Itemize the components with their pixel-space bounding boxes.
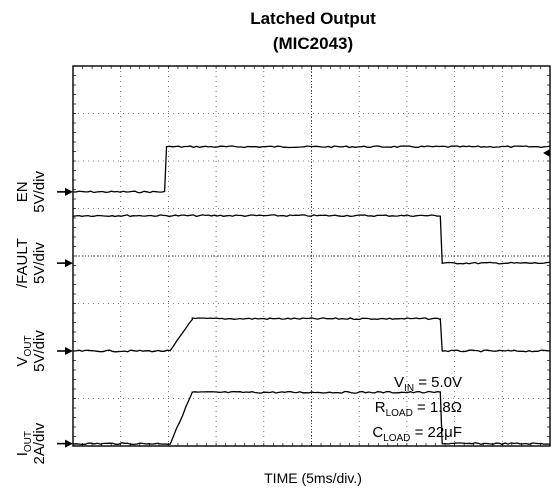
channel-scale-2: 5V/div xyxy=(31,330,48,372)
channel-name-main: V xyxy=(14,357,31,367)
ground-markers xyxy=(57,187,73,448)
channel-name-main: I xyxy=(14,452,31,456)
annotation-value: = 5.0V xyxy=(414,374,462,391)
channel-scale-3: 2A/div xyxy=(31,422,48,464)
grid xyxy=(72,65,551,447)
annotation-main: V xyxy=(394,374,404,391)
channel-name-3: IOUT xyxy=(14,431,34,456)
annotation-main: R xyxy=(375,399,386,416)
ground-marker-arrow-icon xyxy=(65,439,73,448)
trace-1 xyxy=(72,214,551,265)
trace-3 xyxy=(72,390,551,446)
annotation-subscript: IN xyxy=(404,383,414,394)
annotation-subscript: LOAD xyxy=(383,433,410,444)
channel-scale-0: 5V/div xyxy=(31,171,48,213)
channel-name-2: VOUT xyxy=(14,335,34,366)
annotation-1: RLOAD = 1.8Ω xyxy=(375,399,462,419)
annotation-value: = 1.8Ω xyxy=(413,399,462,416)
ground-marker-arrow-icon xyxy=(65,347,73,355)
x-axis-label: TIME (5ms/div.) xyxy=(264,470,362,486)
channel-name-0: EN xyxy=(14,181,31,202)
trace-0 xyxy=(72,145,551,194)
ground-marker-arrow-icon xyxy=(65,187,73,196)
trigger-marker-icon xyxy=(543,149,550,157)
annotation-value: = 22μF xyxy=(410,424,462,441)
channel-name-subscript: OUT xyxy=(23,335,34,356)
annotation-subscript: LOAD xyxy=(386,408,413,419)
traces xyxy=(72,145,551,446)
channel-scale-1: 5V/div xyxy=(31,242,48,284)
chart-subtitle: (MIC2043) xyxy=(273,34,353,53)
channel-name-main: EN xyxy=(14,181,31,202)
chart-title: Latched Output xyxy=(250,9,376,28)
ground-marker-arrow-icon xyxy=(65,259,73,268)
annotation-2: CLOAD = 22μF xyxy=(372,424,462,444)
channel-name-subscript: OUT xyxy=(23,431,34,452)
channel-name-main: /FAULT xyxy=(14,238,31,288)
plot-frame xyxy=(72,65,551,447)
annotation-main: C xyxy=(372,424,383,441)
annotation-0: VIN = 5.0V xyxy=(394,374,462,394)
channel-name-1: /FAULT xyxy=(14,238,31,288)
trace-2 xyxy=(72,317,551,353)
